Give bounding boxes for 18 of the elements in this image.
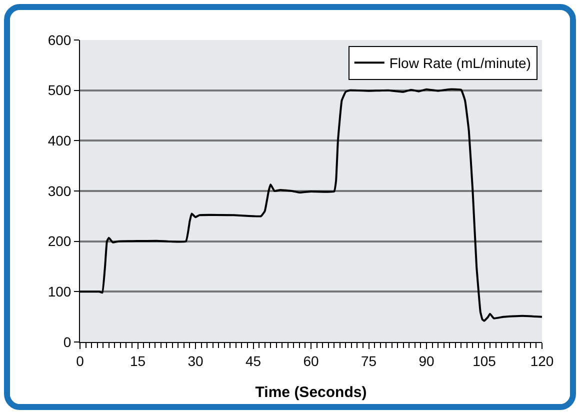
x-tick-label: 15 bbox=[130, 352, 146, 369]
y-tick-label: 500 bbox=[48, 82, 72, 98]
x-tick-label: 105 bbox=[472, 352, 496, 369]
legend-label: Flow Rate (mL/minute) bbox=[389, 55, 531, 72]
y-tick-label: 300 bbox=[48, 182, 72, 199]
x-tick-label: 75 bbox=[360, 352, 377, 369]
x-tick-label: 90 bbox=[418, 352, 434, 369]
x-tick-label: 120 bbox=[530, 352, 554, 369]
x-axis-title: Time (Seconds) bbox=[255, 384, 367, 401]
x-tick-label: 60 bbox=[303, 352, 319, 369]
y-tick-label: 400 bbox=[48, 132, 72, 149]
x-tick-label: 0 bbox=[76, 352, 84, 369]
y-tick-label: 0 bbox=[63, 334, 72, 350]
y-tick-label: 100 bbox=[48, 284, 72, 300]
x-tick-label: 45 bbox=[245, 352, 262, 369]
x-tick-label: 30 bbox=[188, 352, 204, 369]
y-tick-label: 200 bbox=[48, 233, 72, 250]
y-tick-label: 600 bbox=[48, 32, 72, 48]
